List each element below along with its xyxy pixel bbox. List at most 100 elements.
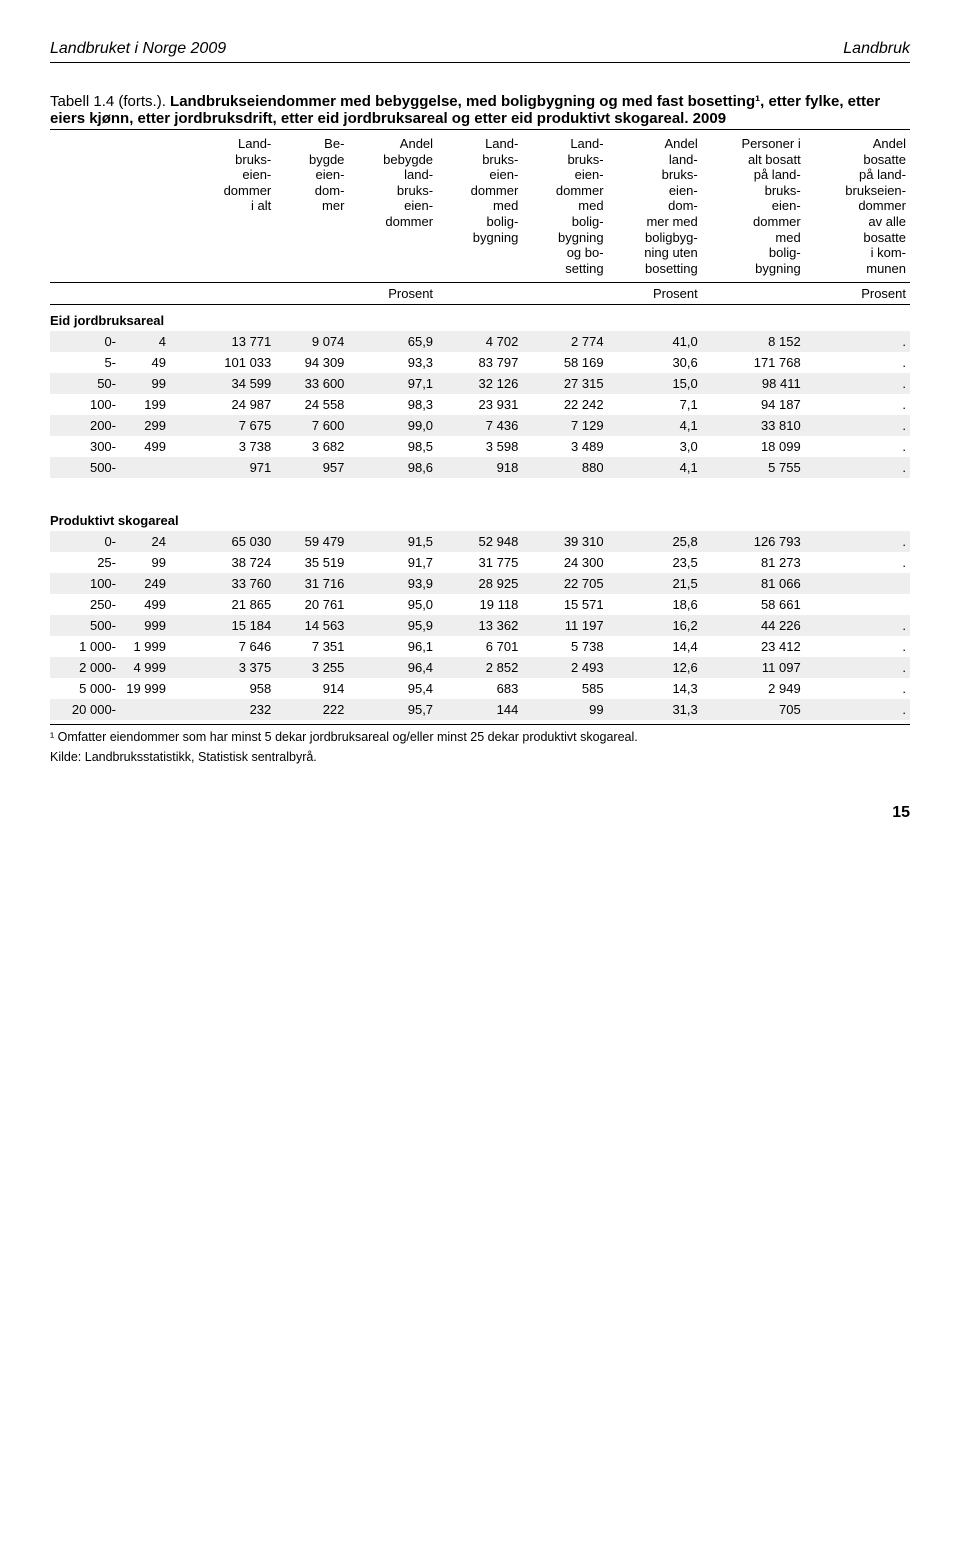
- table-row: 500-99915 18414 56395,913 36211 19716,24…: [50, 615, 910, 636]
- unit-2: [275, 283, 348, 305]
- data-cell: 232: [190, 699, 275, 720]
- col-head-6: Andelland-bruks-eien-dom-mer medboligbyg…: [608, 130, 702, 283]
- data-cell: 65 030: [190, 531, 275, 552]
- table-row: 200-2997 6757 60099,07 4367 1294,133 810…: [50, 415, 910, 436]
- data-cell: 6 701: [437, 636, 522, 657]
- data-cell: 4,1: [608, 415, 702, 436]
- data-cell: 3 375: [190, 657, 275, 678]
- row-label: 500-: [50, 457, 190, 478]
- data-cell: 31,3: [608, 699, 702, 720]
- row-label: 2 000-4 999: [50, 657, 190, 678]
- data-cell: 7 600: [275, 415, 348, 436]
- unit-0: [50, 283, 190, 305]
- data-cell: 81 066: [702, 573, 805, 594]
- data-cell: 93,3: [348, 352, 437, 373]
- data-cell: 28 925: [437, 573, 522, 594]
- col-head-2: Be-bygdeeien-dom-mer: [275, 130, 348, 283]
- table-row: 2 000-4 9993 3753 25596,42 8522 49312,61…: [50, 657, 910, 678]
- data-cell: 27 315: [522, 373, 607, 394]
- row-label: 100-249: [50, 573, 190, 594]
- data-cell: 4 702: [437, 331, 522, 352]
- data-cell: .: [805, 699, 910, 720]
- source-line: Kilde: Landbruksstatistikk, Statistisk s…: [50, 750, 910, 764]
- data-cell: 222: [275, 699, 348, 720]
- row-label: 5 000-19 999: [50, 678, 190, 699]
- data-cell: 4,1: [608, 457, 702, 478]
- data-cell: 2 949: [702, 678, 805, 699]
- data-cell: 683: [437, 678, 522, 699]
- row-label: 25-99: [50, 552, 190, 573]
- data-cell: 13 362: [437, 615, 522, 636]
- data-cell: 16,2: [608, 615, 702, 636]
- row-label: 5-49: [50, 352, 190, 373]
- data-cell: 81 273: [702, 552, 805, 573]
- data-cell: [805, 573, 910, 594]
- data-cell: 914: [275, 678, 348, 699]
- data-cell: 33 760: [190, 573, 275, 594]
- col-head-5: Land-bruks-eien-dommermedbolig-bygningog…: [522, 130, 607, 283]
- data-cell: 14,3: [608, 678, 702, 699]
- data-cell: 93,9: [348, 573, 437, 594]
- row-label: 0-4: [50, 331, 190, 352]
- data-cell: 95,0: [348, 594, 437, 615]
- section-heading: Produktivt skogareal: [50, 505, 910, 531]
- unit-3: Prosent: [348, 283, 437, 305]
- table-row: 1 000-1 9997 6467 35196,16 7015 73814,42…: [50, 636, 910, 657]
- data-cell: 9 074: [275, 331, 348, 352]
- data-cell: 5 738: [522, 636, 607, 657]
- data-cell: 31 775: [437, 552, 522, 573]
- table-row: 100-24933 76031 71693,928 92522 70521,58…: [50, 573, 910, 594]
- col-head-4: Land-bruks-eien-dommermedbolig-bygning: [437, 130, 522, 283]
- footnote: ¹ Omfatter eiendommer som har minst 5 de…: [50, 724, 910, 746]
- table-unit-row: Prosent Prosent Prosent: [50, 283, 910, 305]
- table-body: Eid jordbruksareal0-413 7719 07465,94 70…: [50, 305, 910, 721]
- data-cell: 15 571: [522, 594, 607, 615]
- data-cell: .: [805, 552, 910, 573]
- data-cell: 126 793: [702, 531, 805, 552]
- caption-text: Landbrukseiendommer med bebyggelse, med …: [50, 93, 880, 127]
- data-cell: 35 519: [275, 552, 348, 573]
- table-row: 300-4993 7383 68298,53 5983 4893,018 099…: [50, 436, 910, 457]
- data-cell: 18,6: [608, 594, 702, 615]
- data-cell: 3 738: [190, 436, 275, 457]
- blank-row: [50, 478, 910, 505]
- data-cell: 32 126: [437, 373, 522, 394]
- data-cell: 58 661: [702, 594, 805, 615]
- data-cell: .: [805, 436, 910, 457]
- table-row: 20 000-23222295,71449931,3705.: [50, 699, 910, 720]
- data-cell: 22 242: [522, 394, 607, 415]
- data-cell: .: [805, 415, 910, 436]
- data-cell: 98 411: [702, 373, 805, 394]
- col-head-8: Andelbosattepå land-brukseien-dommerav a…: [805, 130, 910, 283]
- data-cell: 8 152: [702, 331, 805, 352]
- table-caption: Tabell 1.4 (forts.). Landbrukseiendommer…: [50, 93, 910, 127]
- data-cell: 15 184: [190, 615, 275, 636]
- data-cell: 24 300: [522, 552, 607, 573]
- data-cell: 21,5: [608, 573, 702, 594]
- row-label: 250-499: [50, 594, 190, 615]
- row-label: 500-999: [50, 615, 190, 636]
- data-cell: 7 129: [522, 415, 607, 436]
- row-label: 200-299: [50, 415, 190, 436]
- data-cell: 585: [522, 678, 607, 699]
- col-head-1: Land-bruks-eien-dommeri alt: [190, 130, 275, 283]
- unit-6: Prosent: [608, 283, 702, 305]
- data-cell: 101 033: [190, 352, 275, 373]
- col-head-0: [50, 130, 190, 283]
- data-cell: .: [805, 615, 910, 636]
- data-cell: .: [805, 373, 910, 394]
- data-cell: 33 810: [702, 415, 805, 436]
- data-cell: 23 931: [437, 394, 522, 415]
- data-cell: 96,1: [348, 636, 437, 657]
- table-row: 5-49101 03394 30993,383 79758 16930,6171…: [50, 352, 910, 373]
- data-cell: 3,0: [608, 436, 702, 457]
- data-cell: [805, 594, 910, 615]
- header-left: Landbruket i Norge 2009: [50, 40, 226, 58]
- data-cell: 2 774: [522, 331, 607, 352]
- data-cell: 958: [190, 678, 275, 699]
- data-cell: 171 768: [702, 352, 805, 373]
- data-cell: 98,5: [348, 436, 437, 457]
- row-label: 1 000-1 999: [50, 636, 190, 657]
- section-heading-cell: Produktivt skogareal: [50, 505, 910, 531]
- data-cell: 957: [275, 457, 348, 478]
